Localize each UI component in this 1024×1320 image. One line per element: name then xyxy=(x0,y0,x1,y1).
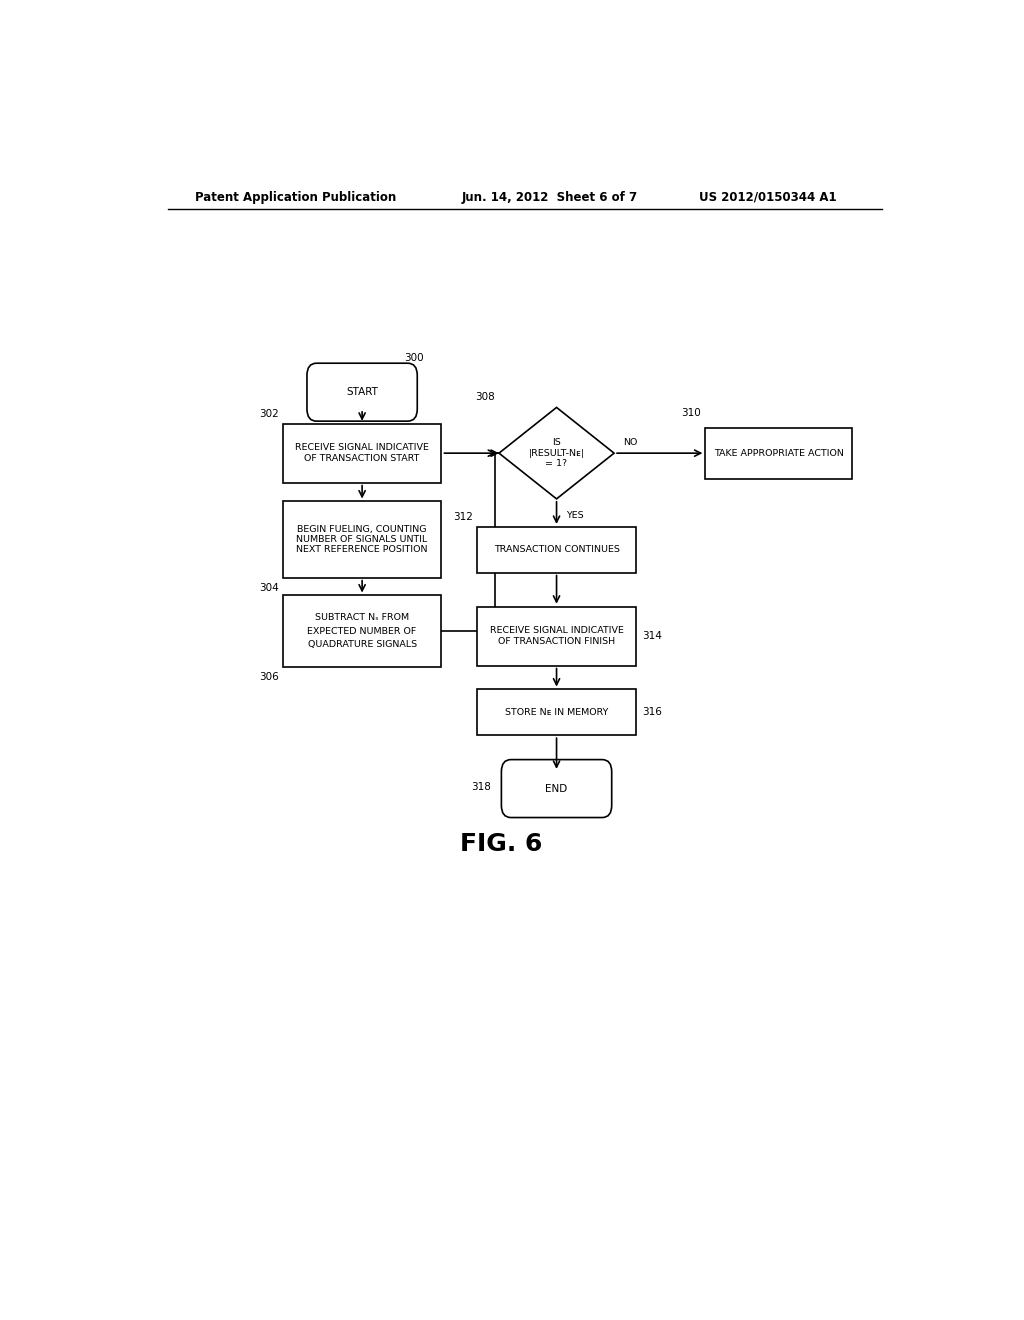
Bar xyxy=(706,428,852,479)
Text: NO: NO xyxy=(624,438,638,447)
Text: RECEIVE SIGNAL INDICATIVE
OF TRANSACTION START: RECEIVE SIGNAL INDICATIVE OF TRANSACTION… xyxy=(295,444,429,463)
Bar xyxy=(283,424,441,483)
Text: Jun. 14, 2012  Sheet 6 of 7: Jun. 14, 2012 Sheet 6 of 7 xyxy=(461,190,637,203)
Text: TAKE APPROPRIATE ACTION: TAKE APPROPRIATE ACTION xyxy=(714,449,844,458)
Text: 306: 306 xyxy=(259,672,279,681)
Text: 310: 310 xyxy=(682,408,701,417)
Text: STORE Nᴇ IN MEMORY: STORE Nᴇ IN MEMORY xyxy=(505,708,608,717)
Text: 312: 312 xyxy=(454,512,473,521)
Text: IS
|RESULT-Nᴇ|
= 1?: IS |RESULT-Nᴇ| = 1? xyxy=(528,438,585,469)
Text: 300: 300 xyxy=(403,354,423,363)
Text: YES: YES xyxy=(566,511,584,520)
Text: FIG. 6: FIG. 6 xyxy=(460,833,542,857)
Polygon shape xyxy=(499,408,614,499)
Text: Patent Application Publication: Patent Application Publication xyxy=(196,190,396,203)
Text: 308: 308 xyxy=(475,392,495,403)
Bar xyxy=(477,689,636,735)
Text: RECEIVE SIGNAL INDICATIVE
OF TRANSACTION FINISH: RECEIVE SIGNAL INDICATIVE OF TRANSACTION… xyxy=(489,627,624,645)
FancyBboxPatch shape xyxy=(502,759,611,817)
Text: 314: 314 xyxy=(642,631,663,642)
Text: START: START xyxy=(346,387,378,397)
Text: EXPECTED NUMBER OF: EXPECTED NUMBER OF xyxy=(307,627,417,635)
Text: QUADRATURE SIGNALS: QUADRATURE SIGNALS xyxy=(307,640,417,648)
Text: US 2012/0150344 A1: US 2012/0150344 A1 xyxy=(699,190,837,203)
Bar xyxy=(477,607,636,665)
Text: BEGIN FUELING, COUNTING
NUMBER OF SIGNALS UNTIL
NEXT REFERENCE POSITION: BEGIN FUELING, COUNTING NUMBER OF SIGNAL… xyxy=(296,524,428,554)
Bar xyxy=(283,502,441,578)
Text: SUBTRACT Nₛ FROM: SUBTRACT Nₛ FROM xyxy=(315,614,410,622)
Text: 304: 304 xyxy=(259,582,279,593)
Bar xyxy=(477,527,636,573)
Text: END: END xyxy=(546,784,567,793)
Text: 316: 316 xyxy=(642,708,663,717)
Bar xyxy=(283,595,441,667)
FancyBboxPatch shape xyxy=(307,363,417,421)
Text: 318: 318 xyxy=(471,781,492,792)
Text: TRANSACTION CONTINUES: TRANSACTION CONTINUES xyxy=(494,545,620,554)
Text: 302: 302 xyxy=(259,409,279,418)
